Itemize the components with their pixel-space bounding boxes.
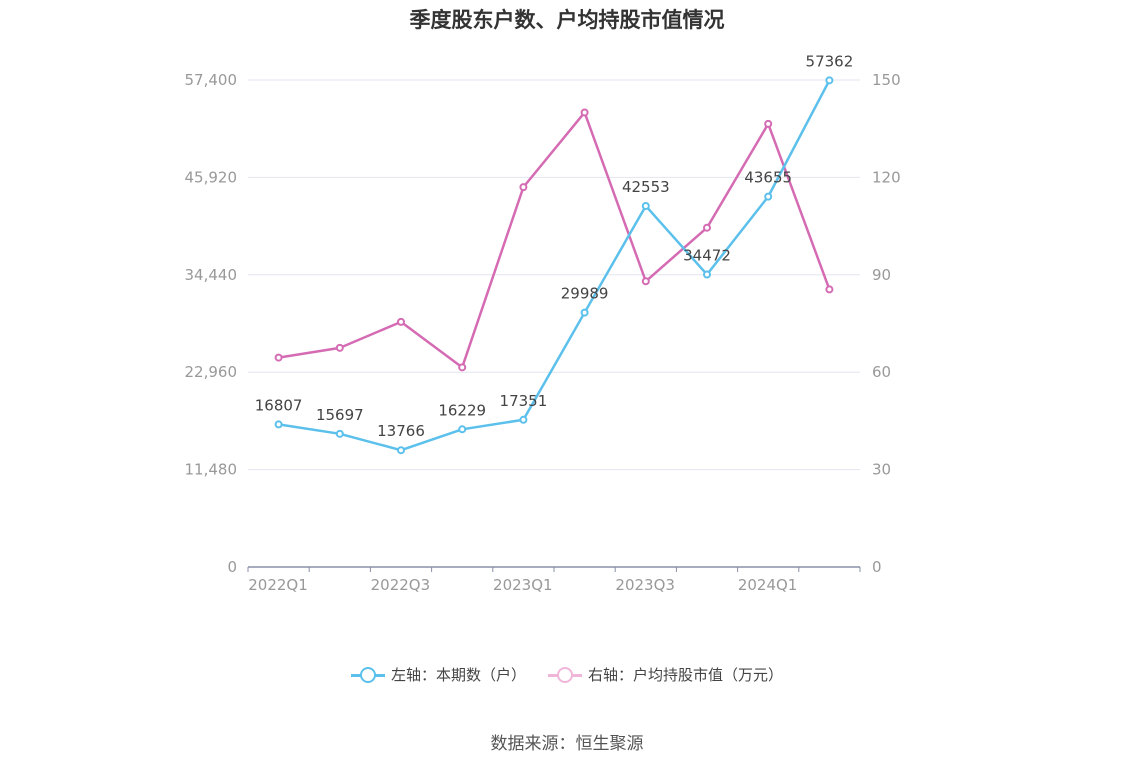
households-point [641,201,650,210]
households-data-label: 17351 [500,392,548,410]
x-axis-tick-label: 2023Q3 [615,576,675,594]
right-axis-tick-label: 0 [872,558,882,576]
legend-item-households[interactable]: 左轴：本期数（户） [350,664,526,685]
households-data-label: 16229 [438,401,486,419]
series-households-line [278,79,831,452]
households-data-label: 43655 [744,169,792,187]
right-axis-tick-label: 120 [872,168,901,186]
legend-households-label: 左轴：本期数（户） [390,666,526,684]
households-point [458,425,467,434]
avg-value-point [580,108,589,117]
left-axis-tick-label: 34,440 [185,266,238,284]
right-axis-tick-label: 150 [872,71,901,89]
left-axis-tick-label: 57,400 [185,71,238,89]
households-point [519,415,528,424]
avg-value-point [458,363,467,372]
households-data-label: 29989 [561,285,609,303]
households-data-label: 57362 [806,52,854,70]
avg-value-point [703,223,711,232]
households-data-label: 34472 [683,247,731,265]
households-point [703,270,711,279]
left-axis-tick-label: 11,480 [185,461,238,479]
x-axis-tick-label: 2024Q1 [738,576,798,594]
avg-value-point [764,119,773,128]
legend-avg-value-label: 右轴：户均持股市值（万元） [588,666,784,684]
avg-value-point [335,343,344,352]
households-point [397,446,405,455]
legend-item-avg-value[interactable]: 右轴：户均持股市值（万元） [548,664,783,685]
households-data-label: 15697 [316,406,364,424]
avg-value-point [641,277,650,286]
right-axis-tick-label: 90 [872,266,891,284]
avg-value-point [825,285,834,294]
households-point [825,76,834,85]
right-axis-tick-label: 30 [872,461,891,479]
x-axis-tick-label: 2023Q1 [493,576,553,594]
avg-value-point [397,317,405,326]
chart-title: 季度股东户数、户均持股市值情况 [409,8,725,32]
x-axis-tick-label: 2022Q1 [248,576,308,594]
left-axis-tick-label: 45,920 [185,168,238,186]
households-point [274,420,283,429]
households-point [335,429,344,438]
households-point [764,192,773,201]
left-axis-tick-label: 0 [227,558,237,576]
households-data-label: 42553 [622,178,670,196]
x-axis-tick-label: 2022Q3 [371,576,431,594]
left-axis-tick-label: 22,960 [185,363,238,381]
households-point [580,308,589,317]
legend-households-icon [350,666,385,683]
avg-value-point [274,353,283,362]
legend-avg-value-icon [548,666,582,683]
avg-value-point [519,183,528,192]
legend: 左轴：本期数（户） 右轴：户均持股市值（万元） [0,664,1134,685]
right-axis-tick-label: 60 [872,363,891,381]
households-data-label: 16807 [255,396,303,414]
data-source: 数据来源：恒生聚源 [490,734,644,754]
households-data-label: 13766 [377,422,425,440]
series-avg-value-line [278,111,831,369]
